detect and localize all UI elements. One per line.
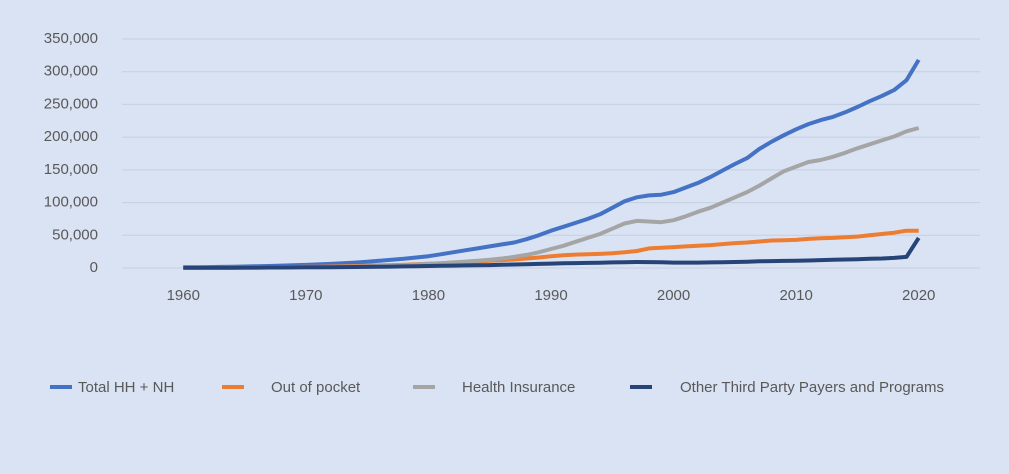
y-tick-label: 250,000: [44, 95, 98, 112]
y-tick-label: 350,000: [44, 30, 98, 47]
x-tick-label: 1980: [412, 287, 445, 304]
x-tick-label: 2020: [902, 287, 935, 304]
legend-label: Other Third Party Payers and Programs: [680, 379, 944, 396]
x-tick-label: 1990: [534, 287, 567, 304]
legend-label: Health Insurance: [462, 379, 575, 396]
y-tick-label: 100,000: [44, 194, 98, 211]
y-tick-label: 200,000: [44, 128, 98, 145]
y-tick-label: 150,000: [44, 161, 98, 178]
series-line: [183, 126, 920, 270]
y-tick-label: 0: [90, 259, 98, 276]
x-tick-label: 2010: [779, 287, 812, 304]
y-tick-label: 300,000: [44, 63, 98, 80]
series-line: [183, 236, 921, 270]
x-tick-label: 1960: [167, 287, 200, 304]
y-tick-label: 50,000: [52, 226, 98, 243]
x-tick-label: 1970: [289, 287, 322, 304]
x-tick-label: 2000: [657, 287, 690, 304]
legend-label: Out of pocket: [271, 379, 361, 396]
legend-label: Total HH + NH: [78, 379, 174, 396]
